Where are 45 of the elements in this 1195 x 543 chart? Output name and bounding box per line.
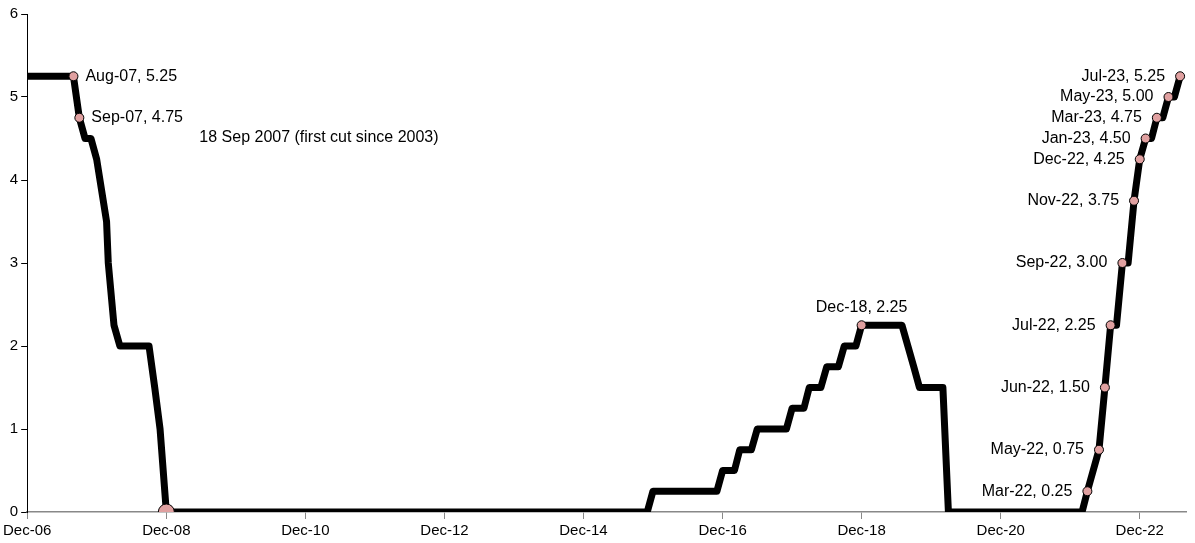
point [1163,92,1174,102]
annotation: Dec-22, 4.25 [1033,149,1125,167]
point [1105,320,1116,331]
x-tick-label: Dec-20 [976,521,1025,539]
y-tick-label: 0 [9,502,19,520]
x-tick-label: Dec-08 [142,521,191,539]
y-tick-label: 6 [9,4,19,22]
point [68,71,79,82]
x-tick-label: Dec-22 [1115,521,1164,539]
point [74,112,85,123]
annotation: Jun-22, 1.50 [1000,377,1090,395]
x-tick-label: Dec-06 [3,521,52,539]
x-tick-label: Dec-10 [281,521,330,539]
y-tick-label: 4 [9,170,19,188]
x-tick-label: Dec-16 [698,521,747,539]
annotation: Sep-07, 4.75 [91,108,184,126]
y-tick-label: 2 [9,336,19,354]
y-tick-label: 5 [9,87,19,105]
x-tick-label: Dec-18 [837,521,886,539]
annotation: Jan-23, 4.50 [1041,128,1131,146]
point [1082,486,1093,497]
annotation: Mar-23, 4.75 [1051,108,1142,126]
annotation: Aug-07, 5.25 [85,66,178,84]
x-tick-label: Dec-14 [559,521,608,539]
point [1099,382,1110,393]
point [1140,133,1151,144]
point [1129,195,1140,206]
point [1175,71,1186,82]
point [1134,154,1145,165]
annotation: Sep-22, 3.00 [1015,253,1108,271]
point [1094,444,1104,455]
annotation: May-22, 0.75 [990,440,1085,458]
x-tick-label: Dec-12 [420,521,469,539]
y-tick-label: 3 [9,253,19,271]
annotation: Mar-22, 0.25 [981,481,1073,499]
annotation: Nov-22, 3.75 [1027,191,1120,209]
y-tick-label: 1 [9,419,19,437]
annotation: Dec-18, 2.25 [815,297,908,315]
annotation: Jul-23, 5.25 [1081,66,1166,84]
annotation: Jul-22, 2.25 [1012,315,1096,333]
point [856,320,867,331]
annotation: 18 Sep 2007 (first cut since 2003) [199,128,439,146]
point [1117,258,1128,268]
point [1151,112,1162,123]
annotation: May-23, 5.00 [1060,87,1154,105]
